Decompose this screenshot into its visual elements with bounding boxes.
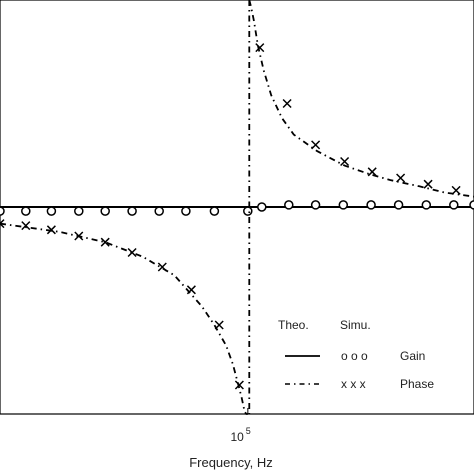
gain-sim-point: [284, 200, 294, 210]
gain-sim-point: [338, 200, 349, 210]
gain-sim-point: [100, 206, 110, 216]
phase-sim-point: [255, 43, 265, 53]
phase-sim-point: [423, 179, 433, 189]
legend-symbol-gain: o o o: [341, 349, 368, 363]
phase-sim-point: [157, 262, 167, 272]
phase-sim-point: [186, 285, 196, 295]
gain-sim-point: [0, 206, 5, 216]
phase-sim-point: [0, 219, 5, 229]
gain-sim-point: [393, 200, 404, 210]
phase-sim-point: [21, 221, 31, 231]
gain-sim-point: [257, 202, 267, 212]
legend-symbol-phase: x x x: [341, 377, 366, 391]
legend: Theo. Simu. o o o Gain x x x Phase: [278, 318, 434, 391]
phase-sim-point: [340, 156, 350, 167]
phase-sim-point: [451, 185, 461, 195]
legend-header-theory: Theo.: [278, 318, 309, 332]
gain-sim-point: [310, 200, 321, 210]
plot-frame: [0, 0, 474, 415]
gain-sim-point: [449, 200, 459, 210]
x-axis-label: Frequency, Hz: [189, 455, 273, 470]
gain-sim-point: [243, 206, 253, 216]
series-gain-simulation: [0, 200, 474, 216]
phase-sim-point: [311, 140, 321, 150]
gain-sim-point: [181, 206, 191, 216]
phase-sim-point: [396, 173, 406, 183]
gain-sim-point: [154, 206, 164, 216]
phase-sim-point: [74, 231, 84, 241]
phase-sim-point: [100, 237, 110, 247]
gain-sim-point: [421, 200, 432, 210]
legend-label-phase: Phase: [400, 377, 434, 391]
series-phase-simulation: [0, 43, 461, 390]
series-layer: [0, 0, 474, 415]
gain-sim-point: [21, 206, 31, 216]
gain-sim-point: [127, 206, 137, 216]
x-tick-layer: 10 5: [230, 408, 251, 444]
gain-sim-point: [209, 206, 220, 216]
gain-sim-point: [366, 200, 376, 210]
x-tick-label-exponent: 5: [246, 426, 251, 436]
gain-sim-point: [46, 206, 57, 216]
series-phase-theory: [0, 0, 474, 415]
phase-theory-line-high: [248, 0, 474, 198]
phase-sim-point: [46, 225, 56, 235]
legend-label-gain: Gain: [400, 349, 425, 363]
phase-sim-point: [127, 247, 137, 258]
phase-sim-point: [214, 320, 224, 330]
legend-header-simulation: Simu.: [340, 318, 371, 332]
phase-sim-point: [234, 380, 244, 390]
phase-theory-line-low: [0, 222, 248, 415]
phase-sim-point: [367, 167, 377, 177]
gain-sim-point: [74, 206, 84, 216]
x-tick-label: 10: [230, 430, 244, 444]
phase-sim-point: [282, 98, 292, 109]
gain-sim-point: [469, 200, 474, 210]
